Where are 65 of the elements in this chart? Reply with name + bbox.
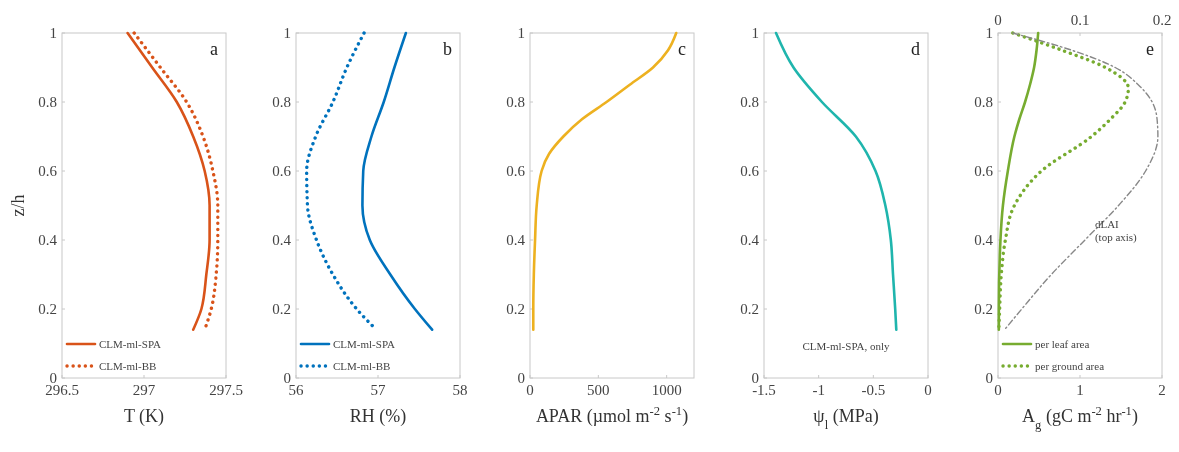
y-tick-label: 0.8 bbox=[38, 94, 57, 110]
x-axis-title: A$_{g}$ (gC m$^{-2}$ hr$^{-1}$) bbox=[1022, 404, 1138, 432]
x-axis-title: APAR (µmol m$^{-2}$ s$^{-1}$) bbox=[535, 404, 689, 427]
legend-label: CLM-ml-BB bbox=[333, 360, 391, 372]
line-series bbox=[126, 31, 211, 331]
y-tick-label: 0 bbox=[985, 370, 993, 386]
y-tick-label: 0.8 bbox=[506, 94, 525, 110]
y-tick-label: 0.6 bbox=[974, 163, 994, 179]
y-tick-label: 0 bbox=[283, 370, 291, 386]
x-tick-label: 297 bbox=[132, 382, 156, 398]
x-tick-label: -1 bbox=[812, 382, 825, 398]
legend-label: per leaf area bbox=[1035, 338, 1090, 350]
x-tick-label: 500 bbox=[587, 382, 610, 398]
x-tick-label: -0.5 bbox=[861, 382, 886, 398]
y-tick-label: 0.4 bbox=[506, 232, 526, 248]
y-tick-label: 0.6 bbox=[272, 163, 292, 179]
x-tick-label: 297.5 bbox=[209, 382, 243, 398]
y-tick-label: 0.4 bbox=[272, 232, 292, 248]
chart-title: e bbox=[1146, 39, 1154, 59]
y-tick-label: 0.4 bbox=[38, 232, 58, 248]
y-tick-label: 0.4 bbox=[740, 232, 760, 248]
y-tick-label: 1 bbox=[517, 25, 525, 41]
series-label: dLAI (top axis) bbox=[1094, 218, 1138, 244]
y-tick-label: 0.2 bbox=[272, 301, 291, 317]
x-tick-label: 1 bbox=[1076, 382, 1084, 398]
y-tick-label: 0 bbox=[517, 370, 525, 386]
y-tick-label: 0.2 bbox=[38, 301, 57, 317]
x-tick-label: 1000 bbox=[651, 382, 682, 398]
x-tick-label: 58 bbox=[452, 382, 468, 398]
y-tick-label: 0.6 bbox=[38, 163, 58, 179]
legend-label: per ground area bbox=[1035, 360, 1105, 372]
x-tick-label: 57 bbox=[370, 382, 386, 398]
y-tick-label: 0.2 bbox=[740, 301, 759, 317]
annotation: CLM-ml-SPA, only bbox=[802, 340, 890, 352]
y-tick-label: 1 bbox=[985, 25, 993, 41]
chart-title: c bbox=[678, 39, 686, 59]
y-tick-label: 0.8 bbox=[740, 94, 759, 110]
line-series bbox=[774, 31, 898, 331]
y-tick-label: 1 bbox=[283, 25, 291, 41]
x-axis-title: T (K) bbox=[123, 406, 165, 427]
x2-tick-label: 0.1 bbox=[1070, 12, 1090, 28]
y-tick-label: 0.2 bbox=[506, 301, 525, 317]
y-tick-label: 0.8 bbox=[272, 94, 291, 110]
x-axis-title: ψ$_{l}$ (MPa) bbox=[813, 406, 879, 432]
legend-label: CLM-ml-SPA bbox=[333, 338, 395, 350]
chart-title: d bbox=[911, 39, 920, 59]
x-tick-label: 0 bbox=[924, 382, 932, 398]
x-tick-label: 56 bbox=[288, 382, 304, 398]
y-tick-label: 0.6 bbox=[506, 163, 526, 179]
x2-tick-label: 0.2 bbox=[1152, 12, 1172, 28]
y-tick-label: 0.4 bbox=[974, 232, 994, 248]
line-series bbox=[361, 31, 434, 331]
y-axis-title: z/h bbox=[8, 194, 28, 217]
y-tick-label: 0.8 bbox=[974, 94, 993, 110]
y-tick-label: 0.2 bbox=[974, 301, 993, 317]
y-tick-label: 0.6 bbox=[740, 163, 760, 179]
x-tick-label: 2 bbox=[1158, 382, 1166, 398]
x-axis-title: RH (%) bbox=[349, 406, 407, 427]
line-series bbox=[531, 31, 678, 331]
y-tick-label: 1 bbox=[49, 25, 57, 41]
legend-label: CLM-ml-SPA bbox=[99, 338, 161, 350]
legend-label: CLM-ml-BB bbox=[99, 360, 157, 372]
y-tick-label: 1 bbox=[751, 25, 759, 41]
chart-title: b bbox=[443, 39, 452, 59]
chart-title: a bbox=[210, 39, 218, 59]
